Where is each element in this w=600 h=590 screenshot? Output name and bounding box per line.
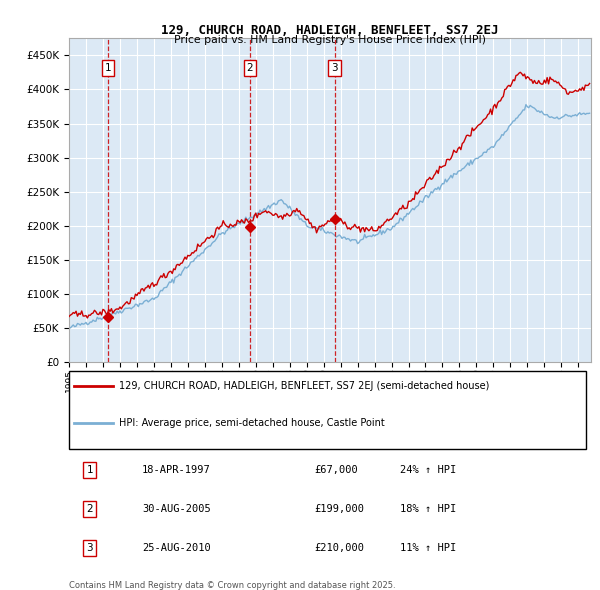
Text: £199,000: £199,000 — [314, 504, 364, 514]
Text: £67,000: £67,000 — [314, 466, 358, 475]
Text: 2: 2 — [247, 63, 253, 73]
Text: 11% ↑ HPI: 11% ↑ HPI — [400, 543, 457, 553]
Text: 3: 3 — [86, 543, 93, 553]
Text: 129, CHURCH ROAD, HADLEIGH, BENFLEET, SS7 2EJ (semi-detached house): 129, CHURCH ROAD, HADLEIGH, BENFLEET, SS… — [119, 381, 489, 391]
Text: Contains HM Land Registry data © Crown copyright and database right 2025.
This d: Contains HM Land Registry data © Crown c… — [69, 581, 395, 590]
Text: 3: 3 — [331, 63, 338, 73]
Text: £210,000: £210,000 — [314, 543, 364, 553]
Text: 24% ↑ HPI: 24% ↑ HPI — [400, 466, 457, 475]
Text: 1: 1 — [104, 63, 111, 73]
Text: 18% ↑ HPI: 18% ↑ HPI — [400, 504, 457, 514]
Text: 129, CHURCH ROAD, HADLEIGH, BENFLEET, SS7 2EJ: 129, CHURCH ROAD, HADLEIGH, BENFLEET, SS… — [161, 24, 499, 37]
Text: 1: 1 — [86, 466, 93, 475]
Text: HPI: Average price, semi-detached house, Castle Point: HPI: Average price, semi-detached house,… — [119, 418, 385, 428]
Text: 25-AUG-2010: 25-AUG-2010 — [142, 543, 211, 553]
Text: 2: 2 — [86, 504, 93, 514]
Text: 18-APR-1997: 18-APR-1997 — [142, 466, 211, 475]
Text: Price paid vs. HM Land Registry's House Price Index (HPI): Price paid vs. HM Land Registry's House … — [174, 35, 486, 45]
Text: 30-AUG-2005: 30-AUG-2005 — [142, 504, 211, 514]
